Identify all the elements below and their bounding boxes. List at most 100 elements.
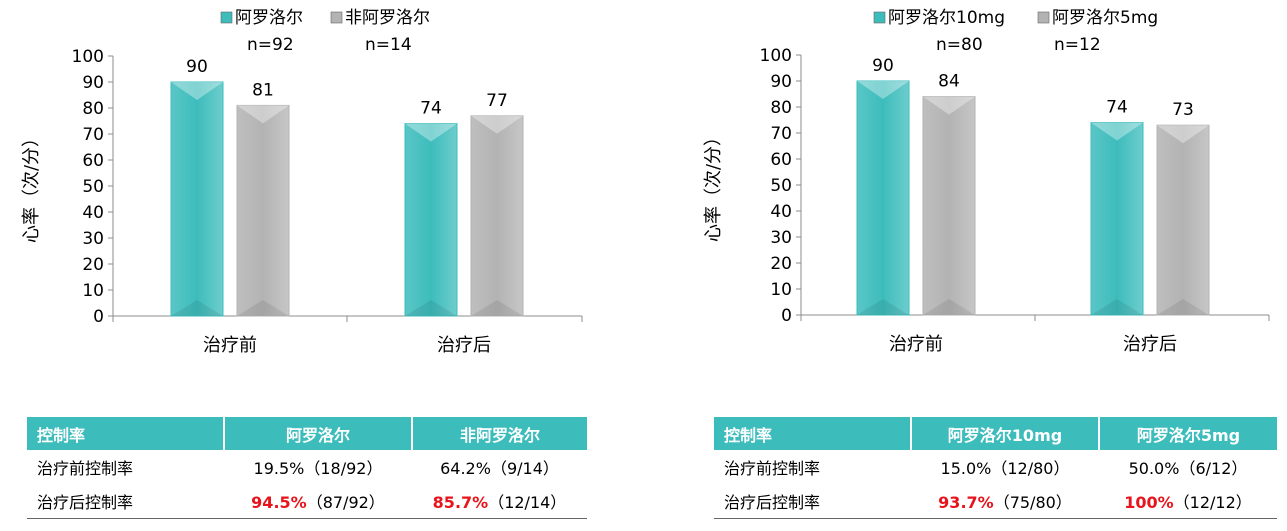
data-label: 74 xyxy=(1106,98,1128,118)
y-tick-label: 60 xyxy=(82,151,104,171)
data-label: 90 xyxy=(872,56,894,76)
table-cell: 64.2%（9/14） xyxy=(440,459,559,478)
table-header: 控制率 xyxy=(714,417,912,450)
table-header: 阿罗洛尔10mg xyxy=(911,417,1100,450)
bar xyxy=(170,81,224,317)
table-cell: 15.0%（12/80） xyxy=(940,459,1070,478)
table-header: 控制率 xyxy=(27,417,225,450)
legend-n-label: n=92 xyxy=(247,35,294,55)
table-cell: 50.0%（6/12） xyxy=(1128,459,1248,478)
control-rate-table-right: 控制率 阿罗洛尔10mg 阿罗洛尔5mg 治疗前控制率 15.0%（12/80）… xyxy=(714,417,1277,519)
x-category-label: 治疗后 xyxy=(1123,334,1177,355)
data-label: 73 xyxy=(1172,100,1194,120)
y-tick-label: 90 xyxy=(82,73,104,93)
y-tick-label: 10 xyxy=(82,281,104,301)
heart-rate-chart-left: 0 10 20 30 40 50 60 70 80 90 100 心率（次/分） 治疗前 治疗后 90 74 8… xyxy=(21,8,583,356)
bar-bottom-bevel xyxy=(405,300,457,316)
bar xyxy=(470,115,524,317)
row-label: 治疗后控制率 xyxy=(27,484,224,519)
table-cell: 94.5%（87/92） xyxy=(224,484,412,519)
y-tick-label: 50 xyxy=(82,177,104,197)
table-header: 阿罗洛尔 xyxy=(224,417,413,450)
y-tick-label: 30 xyxy=(770,228,792,248)
bar xyxy=(404,123,458,317)
bar-top-bevel xyxy=(857,81,909,99)
table-row: 治疗前控制率 19.5%（18/92） 64.2%（9/14） xyxy=(27,450,587,484)
bar-bottom-bevel xyxy=(171,300,223,316)
y-tick-label: 40 xyxy=(770,202,792,222)
x-category-label: 治疗前 xyxy=(203,335,257,356)
table-cell: 93.7%（75/80） xyxy=(911,484,1099,519)
legend-label: 阿罗洛尔10mg xyxy=(888,8,1005,28)
data-label: 90 xyxy=(186,57,208,77)
table-row: 治疗后控制率 93.7%（75/80） 100%（12/12） xyxy=(714,484,1277,519)
row-label: 治疗前控制率 xyxy=(724,459,821,478)
y-tick-label: 0 xyxy=(781,306,792,326)
legend-label: 非阿罗洛尔 xyxy=(345,8,430,28)
y-tick-label: 80 xyxy=(770,98,792,118)
y-tick-label: 0 xyxy=(93,307,104,327)
legend-n-label: n=14 xyxy=(365,35,412,55)
table-header: 非阿罗洛尔 xyxy=(412,417,587,450)
control-rate-table-left: 控制率 阿罗洛尔 非阿罗洛尔 治疗前控制率 19.5%（18/92） 64.2%… xyxy=(27,417,587,519)
y-tick-label: 40 xyxy=(82,203,104,223)
legend-marker xyxy=(873,11,886,24)
bar xyxy=(1156,124,1210,316)
table-row: 治疗前控制率 15.0%（12/80） 50.0%（6/12） xyxy=(714,450,1277,484)
bar xyxy=(236,104,290,317)
y-tick-label: 20 xyxy=(82,255,104,275)
bar-top-bevel xyxy=(405,123,457,142)
table-row: 治疗后控制率 94.5%（87/92） 85.7%（12/14） xyxy=(27,484,587,519)
y-tick-label: 30 xyxy=(82,229,104,249)
bar-top-bevel xyxy=(471,115,523,134)
bar xyxy=(856,80,910,316)
legend-label: 阿罗洛尔5mg xyxy=(1052,8,1158,28)
y-tick-label: 90 xyxy=(770,72,792,92)
legend-marker xyxy=(220,11,233,24)
bar-top-bevel xyxy=(1157,125,1209,144)
right-panel: 0 10 20 30 40 50 60 70 80 90 100 心率（次/分） 治疗前 治疗后 90 74 8… xyxy=(690,0,1287,531)
table-cell: 100%（12/12） xyxy=(1099,484,1277,519)
table-header-row: 控制率 阿罗洛尔 非阿罗洛尔 xyxy=(27,417,587,450)
y-tick-label: 20 xyxy=(770,254,792,274)
bar-bottom-bevel xyxy=(1157,299,1209,315)
heart-rate-chart-right: 0 10 20 30 40 50 60 70 80 90 100 心率（次/分） 治疗前 治疗后 90 74 8… xyxy=(703,8,1270,355)
legend-n-label: n=80 xyxy=(936,35,983,55)
data-label: 81 xyxy=(252,80,274,100)
legend-n-label: n=12 xyxy=(1054,35,1101,55)
data-label: 77 xyxy=(486,91,508,111)
bar-bottom-bevel xyxy=(923,299,975,315)
y-axis-label: 心率（次/分） xyxy=(703,128,724,242)
bar-bottom-bevel xyxy=(1091,299,1143,315)
table-header: 阿罗洛尔5mg xyxy=(1099,417,1277,450)
data-label: 74 xyxy=(420,99,442,119)
bar-top-bevel xyxy=(171,82,223,100)
table-header-row: 控制率 阿罗洛尔10mg 阿罗洛尔5mg xyxy=(714,417,1277,450)
y-tick-label: 80 xyxy=(82,99,104,119)
left-panel: 0 10 20 30 40 50 60 70 80 90 100 心率（次/分） 治疗前 治疗后 90 74 8… xyxy=(0,0,600,531)
legend-marker xyxy=(330,11,343,24)
bar-top-bevel xyxy=(923,96,975,115)
bar-top-bevel xyxy=(237,105,289,124)
y-tick-label: 100 xyxy=(760,46,792,66)
bar-top-bevel xyxy=(1091,122,1143,141)
x-category-label: 治疗前 xyxy=(889,334,943,355)
table-cell: 85.7%（12/14） xyxy=(412,484,587,519)
legend-marker xyxy=(1037,11,1050,24)
y-tick-label: 60 xyxy=(770,150,792,170)
data-label: 84 xyxy=(938,72,960,92)
bar xyxy=(922,96,976,316)
y-tick-label: 100 xyxy=(72,47,104,67)
x-category-label: 治疗后 xyxy=(437,335,491,356)
y-tick-label: 70 xyxy=(82,125,104,145)
bar-bottom-bevel xyxy=(237,300,289,316)
bar xyxy=(1090,122,1144,316)
row-label: 治疗前控制率 xyxy=(37,459,134,478)
row-label: 治疗后控制率 xyxy=(714,484,911,519)
legend-label: 阿罗洛尔 xyxy=(235,8,303,28)
table-cell: 19.5%（18/92） xyxy=(253,459,383,478)
y-tick-label: 50 xyxy=(770,176,792,196)
y-tick-label: 70 xyxy=(770,124,792,144)
y-tick-label: 10 xyxy=(770,280,792,300)
bar-bottom-bevel xyxy=(471,300,523,316)
